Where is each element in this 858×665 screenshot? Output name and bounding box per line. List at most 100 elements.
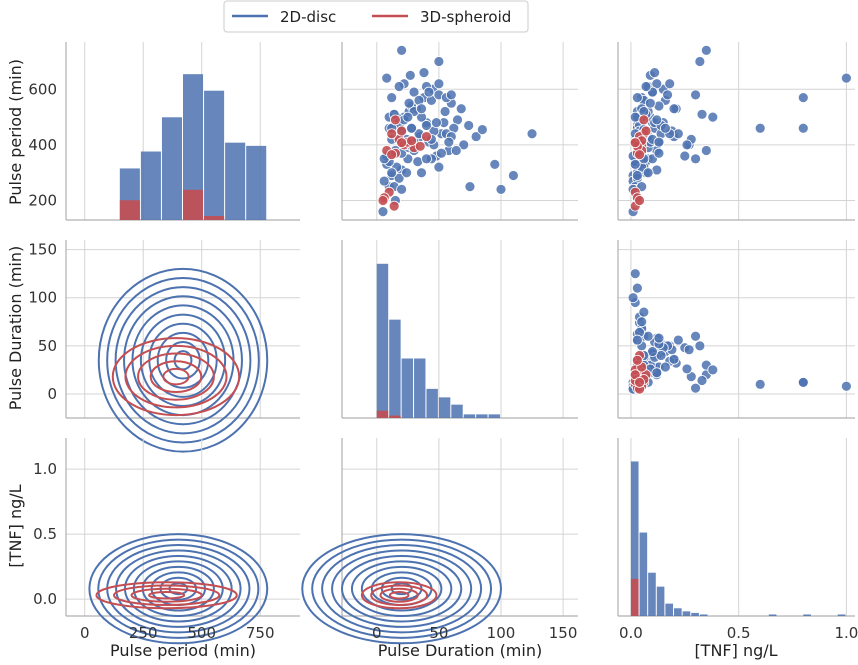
scatter-point-2d [631, 334, 643, 346]
x-tick-label: 1.0 [834, 624, 858, 642]
kde-contour [360, 565, 443, 612]
scatter-point-2d [797, 122, 809, 134]
scatter-point-2d [679, 150, 691, 162]
hist-bar-2d [665, 603, 674, 616]
hist-bar-2d [639, 532, 648, 616]
scatter-point-2d [408, 86, 420, 98]
kde-contour [148, 590, 186, 600]
scatter-point-2d [629, 268, 641, 280]
kde-contour [97, 538, 260, 639]
kde-contour [139, 313, 227, 407]
legend-label-3d-spheroid: 3D-spheroid [420, 8, 511, 26]
hist-bar-2d [426, 388, 438, 418]
x-axis-label-pulse-duration: Pulse Duration (min) [378, 641, 542, 660]
scatter-point-2d [668, 103, 680, 115]
y-axis-label-tnf: [TNF] ng/L [6, 484, 25, 567]
panel-r2-c2: 0.0 0.5 1.0 [617, 438, 858, 642]
hist-bar-2d [161, 117, 182, 220]
scatter-point-2d [421, 153, 432, 165]
y-tick-label: 200 [28, 192, 57, 210]
y-axis-label-pulse-duration: Pulse Duration (min) [6, 246, 25, 410]
scatter-point-2d [393, 172, 405, 184]
scatter-point-2d [430, 117, 442, 129]
scatter-point-3d [386, 128, 398, 140]
hist-bar-2d [691, 612, 699, 616]
kde-contour [301, 533, 502, 645]
scatter-point-2d [463, 120, 475, 131]
scatter-point-3d [396, 125, 408, 137]
hist-bar-3d [119, 200, 140, 220]
y-tick-label: 50 [38, 337, 57, 355]
scatter-point-2d [458, 139, 470, 151]
x-tick-label: 0 [80, 624, 90, 642]
kde-contour [88, 533, 269, 645]
x-tick-label: 0.0 [619, 624, 643, 642]
hist-bar-3d [204, 215, 225, 220]
kde-contour [115, 549, 242, 628]
hist-bar-2d [204, 90, 225, 221]
scatter-point-2d [433, 78, 445, 90]
scatter-point-2d [840, 380, 852, 392]
scatter-point-2d [445, 89, 457, 101]
kde-contour [111, 337, 241, 417]
hist-bar-2d [376, 263, 389, 418]
hist-bar-2d [682, 611, 691, 616]
scatter-point-2d [797, 376, 809, 388]
scatter-point-2d [381, 72, 393, 84]
scatter-point-2d [439, 106, 451, 117]
scatter-point-2d [416, 167, 427, 179]
scatter-point-2d [627, 292, 639, 304]
y-axis-label-pulse-period: Pulse period (min) [6, 59, 25, 205]
scatter-point-2d [690, 330, 701, 342]
scatter-point-3d [386, 149, 398, 161]
kde-contour [149, 360, 203, 394]
hist-bar-2d [768, 614, 777, 616]
scatter-point-3d [414, 140, 426, 152]
y-tick-label: 1.0 [33, 460, 57, 478]
hist-bar-2d [630, 461, 639, 616]
x-axis-label-tnf: [TNF] ng/L [694, 641, 777, 660]
panel-r1-c1 [341, 240, 578, 419]
scatter-point-3d [634, 149, 645, 161]
hist-bar-2d [488, 414, 500, 418]
scatter-point-2d [455, 103, 467, 115]
panel-r2-c0: 0 250 500 750 0.0 0.5 1.0 [33, 438, 300, 645]
scatter-point-2d [401, 167, 412, 179]
scatter-point-2d [681, 139, 693, 151]
scatter-point-2d [651, 78, 663, 90]
y-tick-label: 100 [28, 289, 57, 307]
hist-bar-2d [656, 586, 665, 616]
scatter-point-2d [406, 122, 417, 134]
y-tick-label: 0.5 [33, 525, 57, 543]
scatter-point-2d [423, 86, 435, 98]
x-tick-label: 150 [549, 624, 578, 642]
kde-contour [97, 267, 269, 453]
scatter-point-2d [707, 111, 719, 123]
scatter-point-2d [631, 282, 643, 294]
scatter-point-2d [433, 56, 445, 67]
scatter-point-2d [642, 167, 654, 179]
scatter-point-3d [421, 131, 432, 142]
scatter-point-3d [377, 195, 389, 206]
kde-contour [321, 544, 483, 634]
scatter-point-2d [470, 131, 482, 142]
hist-bar-2d [183, 74, 204, 220]
hist-bar-2d [699, 614, 708, 616]
scatter-point-2d [386, 167, 398, 179]
panel-r1-c2 [617, 240, 855, 419]
scatter-point-2d [651, 114, 663, 126]
scatter-point-2d [393, 81, 405, 92]
scatter-point-2d [526, 128, 538, 140]
hist-bar-2d [648, 572, 656, 616]
panel-r0-c1 [341, 42, 578, 221]
hist-bar-2d [140, 151, 161, 220]
scatter-point-2d [651, 367, 663, 379]
scatter-point-2d [700, 145, 712, 156]
y-tick-label: 600 [28, 80, 57, 98]
scatter-point-2d [377, 206, 389, 218]
x-tick-label: 50 [429, 624, 448, 642]
scatter-point-2d [707, 364, 719, 376]
scatter-point-2d [672, 334, 684, 346]
scatter-point-2d [683, 344, 695, 356]
